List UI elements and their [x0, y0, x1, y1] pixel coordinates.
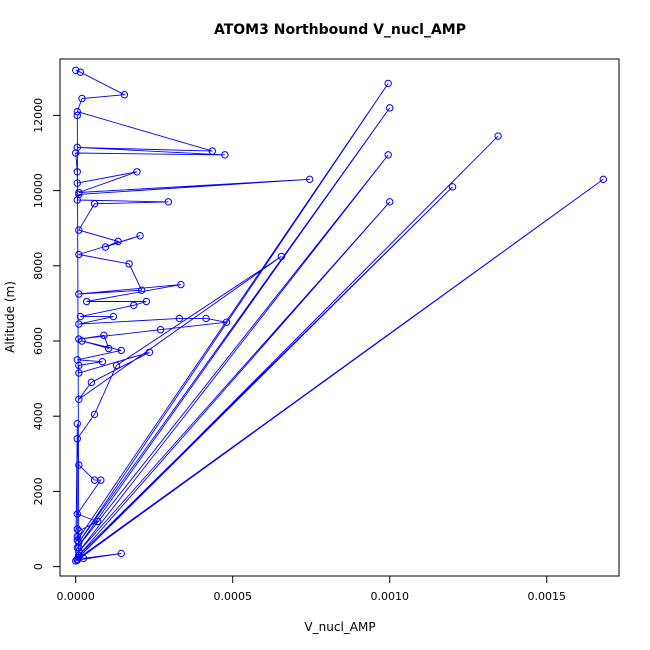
data-point [114, 237, 122, 246]
data-point [100, 331, 108, 340]
series-line [75, 69, 604, 562]
data-point [305, 175, 314, 184]
y-tick-label: 0 [32, 563, 45, 570]
data-point [82, 297, 91, 306]
data-point [87, 378, 96, 387]
data-point [72, 149, 80, 157]
data-point [202, 314, 210, 323]
y-tick-label: 8000 [32, 252, 45, 280]
data-point [386, 104, 394, 112]
data-point [73, 525, 81, 533]
data-point [177, 280, 185, 289]
data-point [76, 68, 85, 76]
data-point [101, 243, 110, 251]
data-point [78, 337, 86, 345]
data-point [73, 107, 81, 116]
data-point [175, 314, 184, 323]
chart-title: ATOM3 Northbound V_nucl_AMP [214, 22, 466, 38]
data-point [75, 290, 83, 298]
data-point [133, 168, 141, 176]
y-tick-label: 12000 [32, 98, 45, 133]
data-point [145, 348, 154, 356]
data-point [117, 549, 125, 558]
data-point [75, 553, 83, 561]
data-point [72, 66, 80, 74]
data-point [73, 420, 81, 428]
data-point [75, 544, 83, 552]
data-point [73, 196, 81, 204]
series-layer [72, 66, 607, 565]
data-point [73, 510, 81, 518]
y-axis-label: Altitude (m) [3, 281, 17, 353]
data-point [109, 312, 118, 321]
data-point [75, 361, 83, 370]
x-axis: 0.0000 0.0005 0.0010 0.0015 [56, 575, 567, 603]
data-point [386, 198, 394, 206]
data-point [75, 461, 83, 469]
y-tick-label: 10000 [32, 173, 45, 208]
data-point [75, 250, 83, 259]
data-point [75, 226, 83, 234]
data-point [78, 94, 86, 103]
data-point [98, 357, 107, 366]
data-point [137, 286, 146, 294]
x-tick-label: 0.0000 [56, 590, 95, 603]
data-point [222, 318, 231, 326]
data-point [90, 200, 99, 208]
data-point [130, 301, 138, 309]
data-point [599, 175, 607, 184]
data-point [221, 151, 229, 159]
data-point [112, 361, 121, 370]
y-axis: 0 2000 4000 6000 8000 10000 12000 [32, 98, 61, 570]
data-point [494, 132, 502, 140]
x-tick-label: 0.0015 [528, 590, 567, 603]
data-point [75, 188, 83, 197]
data-point [73, 435, 81, 443]
data-point [104, 344, 113, 353]
data-point [142, 297, 151, 306]
y-tick-label: 2000 [32, 477, 45, 505]
data-point [73, 536, 81, 544]
data-point [384, 151, 392, 159]
data-point [90, 410, 99, 419]
data-point [93, 517, 102, 526]
data-point [164, 198, 173, 206]
data-point [75, 395, 83, 403]
data-point [75, 551, 83, 560]
data-point [156, 326, 165, 334]
data-point [120, 91, 129, 99]
data-point [75, 369, 83, 377]
y-tick-label: 4000 [32, 402, 45, 430]
data-point [384, 79, 392, 88]
x-axis-label: V_nucl_AMP [304, 620, 375, 634]
x-tick-label: 0.0005 [213, 590, 252, 603]
y-tick-label: 6000 [32, 327, 45, 355]
data-point [277, 252, 286, 261]
plot-area-frame [59, 58, 620, 577]
data-point [136, 232, 144, 240]
data-point [73, 168, 81, 176]
data-point [125, 260, 133, 268]
data-point [75, 320, 83, 328]
data-point [448, 183, 457, 191]
data-point [73, 111, 81, 120]
data-point [97, 476, 105, 484]
data-point [208, 147, 217, 155]
data-point [73, 179, 81, 187]
x-tick-label: 0.0010 [370, 590, 409, 603]
data-point [76, 312, 85, 321]
data-point [117, 346, 125, 355]
data-point [75, 547, 83, 556]
